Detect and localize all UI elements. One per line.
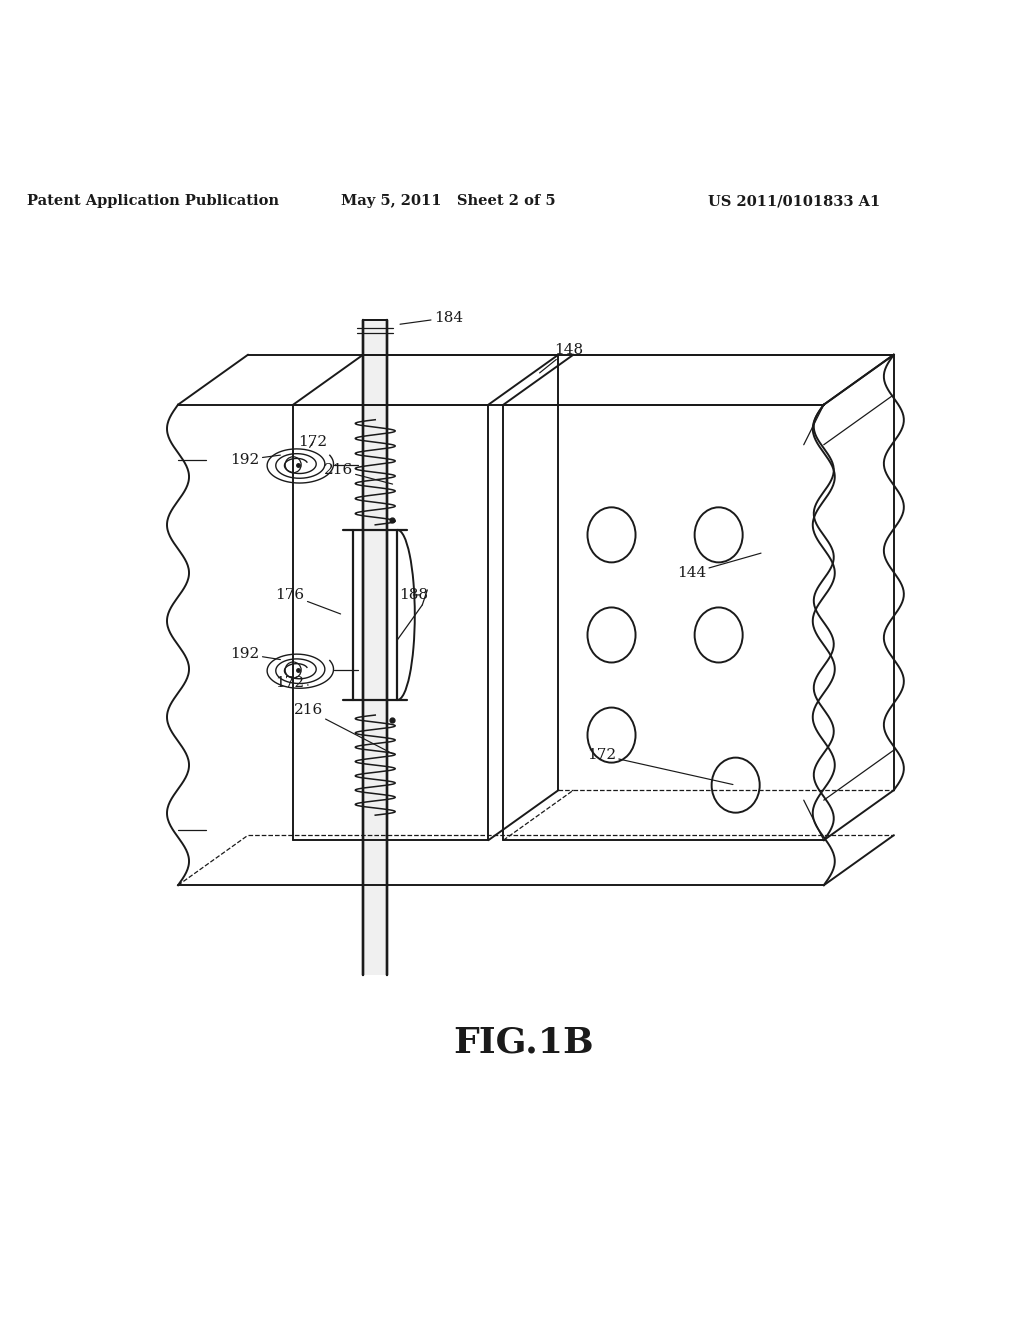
- Polygon shape: [364, 319, 387, 975]
- Text: 172: 172: [299, 434, 328, 449]
- Text: 188: 188: [398, 587, 428, 602]
- Text: 192: 192: [230, 453, 281, 467]
- Text: 148: 148: [540, 343, 583, 374]
- Text: May 5, 2011   Sheet 2 of 5: May 5, 2011 Sheet 2 of 5: [341, 194, 556, 209]
- Text: FIG.1B: FIG.1B: [453, 1026, 594, 1060]
- Text: US 2011/0101833 A1: US 2011/0101833 A1: [708, 194, 880, 209]
- Text: 176: 176: [275, 587, 341, 614]
- Text: 216: 216: [294, 704, 393, 754]
- Text: 172: 172: [587, 748, 733, 784]
- Text: 184: 184: [400, 310, 463, 325]
- Text: Patent Application Publication: Patent Application Publication: [27, 194, 279, 209]
- Text: 172: 172: [275, 676, 308, 690]
- Text: 144: 144: [677, 553, 761, 579]
- Text: 216: 216: [324, 463, 392, 484]
- Text: 192: 192: [230, 647, 281, 661]
